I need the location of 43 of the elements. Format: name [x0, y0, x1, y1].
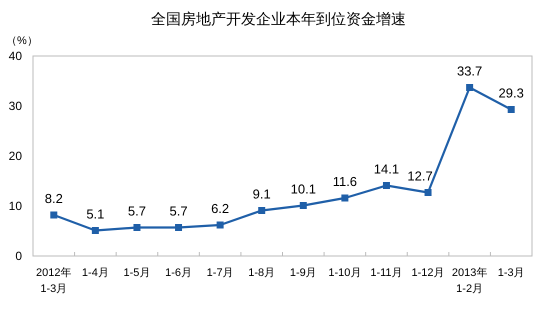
point: [175, 224, 182, 231]
point: [341, 194, 348, 202]
x-tick-label: 1-11月: [370, 267, 403, 279]
x-tick-label: 2013年 1-2月: [452, 267, 488, 295]
data-label: 10.1: [290, 182, 316, 196]
point: [424, 189, 432, 196]
data-label: 6.2: [211, 201, 230, 216]
x-tick-label: 1-5月: [124, 267, 150, 279]
y-tick-label: 20: [8, 149, 22, 163]
data-label: 12.7: [407, 168, 433, 184]
data-label: 5.7: [170, 204, 188, 218]
data-label: 29.3: [498, 86, 524, 100]
ylabel: （%）: [6, 35, 38, 47]
data-label: 5.1: [86, 206, 104, 222]
x-tick-label: 1-8月: [248, 267, 276, 279]
y-tick-label: 10: [8, 199, 22, 213]
point: [300, 202, 307, 209]
data-label: 5.7: [128, 204, 146, 218]
y-tick-label: 30: [8, 99, 22, 113]
y-tick-label: 40: [8, 49, 22, 63]
x-tick-label: 1-4月: [82, 267, 109, 279]
x-tick-label: 1-10月: [328, 267, 362, 279]
y-tick-label: 0: [15, 249, 22, 263]
x-tick-label: 1-6月: [165, 267, 192, 279]
point: [92, 227, 99, 234]
point: [508, 106, 515, 113]
x-tick-label: 1-12月: [412, 267, 445, 279]
x-tick-label: 2012年 1-3月: [36, 267, 72, 295]
point: [50, 212, 58, 218]
x-tick-label: 1-3月: [498, 267, 525, 279]
data-label: 11.6: [332, 174, 358, 189]
x-tick-label: 1-7月: [206, 267, 234, 279]
data-label: 33.7: [456, 64, 482, 78]
data-label: 14.1: [374, 162, 400, 176]
title: 全国房地产开发企业本年到位资金增速: [151, 11, 406, 28]
x-tick-label: 1-9月: [290, 267, 317, 279]
data-label: 9.1: [252, 186, 271, 202]
point: [382, 182, 390, 189]
data-label: 8.2: [44, 191, 63, 206]
point: [258, 207, 266, 214]
point: [466, 84, 474, 91]
point: [216, 222, 224, 228]
point: [133, 224, 140, 231]
